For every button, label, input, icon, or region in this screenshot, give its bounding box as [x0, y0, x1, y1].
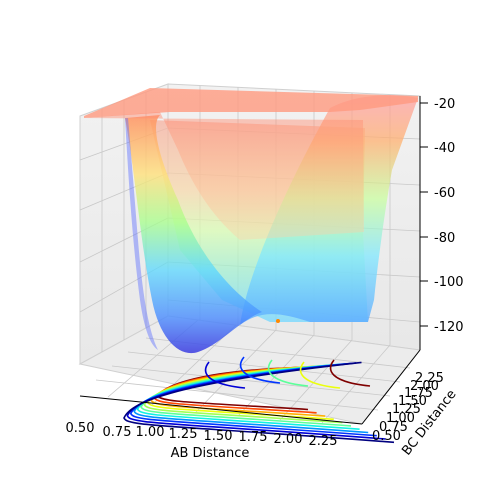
y-tick-label: 1.25	[392, 402, 421, 417]
x-tick-label: 0.75	[103, 425, 132, 440]
x-axis-label: AB Distance	[171, 446, 250, 461]
z-ticks: -20 -40 -60 -80 -100 -120	[420, 97, 464, 335]
axes	[79, 96, 421, 425]
y-tick-label: 2.25	[415, 371, 444, 386]
z-tick-label: -20	[434, 97, 455, 112]
x-tick-label: 1.25	[169, 427, 198, 442]
contour-line	[329, 359, 371, 387]
x-tick-label: 1.00	[136, 425, 165, 440]
y-tick-label: 0.50	[372, 429, 401, 444]
y-tick-label: 2.00	[410, 379, 439, 394]
x-tick-label: 0.50	[66, 421, 95, 436]
contour-line	[136, 363, 360, 430]
contour-line	[299, 361, 341, 389]
contours	[123, 356, 395, 444]
x-axis-line	[79, 395, 363, 425]
y-tick-label: 1.00	[386, 411, 415, 426]
y-tick-label: 1.75	[404, 386, 433, 401]
z-tick-label: -120	[434, 320, 464, 335]
z-tick-label: -100	[434, 275, 464, 290]
contour-line	[204, 361, 246, 389]
contour-line	[239, 356, 281, 384]
z-tick-label: -40	[434, 141, 455, 156]
surface-left-wall	[125, 118, 158, 350]
surface	[84, 88, 418, 354]
x-tick-label: 1.50	[204, 429, 233, 444]
y-tick-label: 1.50	[398, 394, 427, 409]
y-ticks: 0.50 0.75 1.00 1.25 1.50 1.75 2.00 2.25	[372, 371, 444, 444]
x-ticks: 0.50 0.75 1.00 1.25 1.50 1.75 2.00 2.25	[66, 421, 338, 449]
x-tick-label: 2.00	[274, 432, 303, 447]
saddle-marker	[276, 319, 280, 323]
y-axis-line	[361, 349, 421, 425]
z-tick-label: -60	[434, 186, 455, 201]
x-tick-label: 1.75	[239, 430, 268, 445]
y-tick-label: 0.75	[379, 420, 408, 435]
surface-front-band	[84, 112, 364, 240]
surface-top-sheet	[84, 88, 418, 118]
z-tick-label: -80	[434, 231, 455, 246]
x-tick-label: 2.25	[309, 434, 338, 449]
contour-line	[267, 359, 309, 387]
surface-left-valley	[125, 115, 262, 354]
